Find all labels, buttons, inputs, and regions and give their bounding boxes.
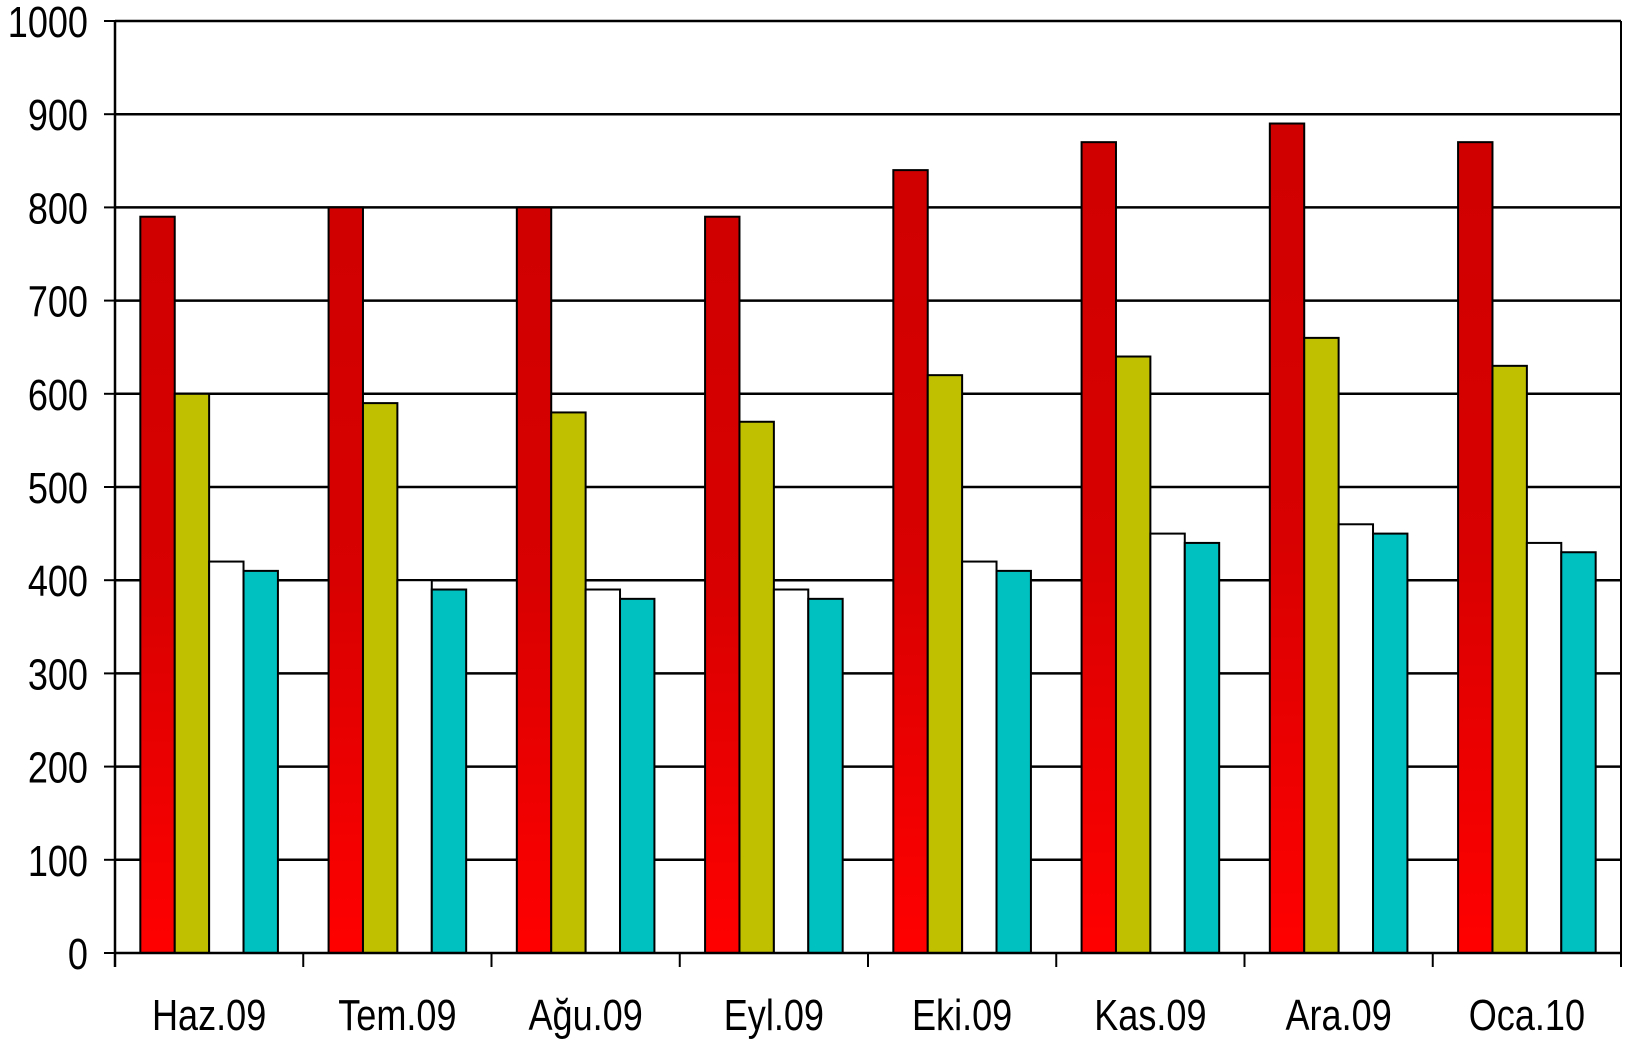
y-axis-labels: 0 100 200 300 400 500 600 700 800 900 1000 <box>8 0 88 979</box>
y-tick-label: 0 <box>68 930 88 979</box>
bar-series-4-4 <box>807 597 844 955</box>
bar-series-4-1 <box>242 569 279 954</box>
y-tick-label: 500 <box>28 464 88 513</box>
bar-series-2-4 <box>738 420 775 954</box>
bar-series-4-5 <box>995 569 1032 954</box>
bar-series-2-2 <box>361 402 399 954</box>
bar-series-1-7 <box>1268 122 1306 954</box>
bar-series-1-4 <box>704 215 741 955</box>
bar-series-4-2 <box>430 588 468 955</box>
x-tick-label: Ağu.09 <box>528 991 642 1040</box>
bar-series-2-3 <box>550 411 587 954</box>
x-tick-label: Ara.09 <box>1285 991 1391 1040</box>
bar-series-4-6 <box>1183 541 1221 954</box>
y-tick-label: 900 <box>28 91 88 140</box>
y-tick-label-group: 300 <box>28 650 88 699</box>
bar-series-3-6 <box>1149 532 1186 954</box>
x-tick-label: Eyl.09 <box>724 991 824 1040</box>
bar-series-3-5 <box>961 560 998 954</box>
bar-series-2-7 <box>1303 336 1340 954</box>
bars <box>139 122 1597 955</box>
y-tick-label-group: 1000 <box>8 0 88 47</box>
bar-series-1-2 <box>327 206 364 954</box>
x-tick-label-group: Oca.10 <box>1469 991 1585 1040</box>
y-tick-label: 700 <box>28 277 88 326</box>
x-tick-label: Tem.09 <box>338 991 456 1040</box>
y-tick-label: 800 <box>28 184 88 233</box>
bar-series-1-5 <box>892 169 929 954</box>
bar-series-4-8 <box>1560 551 1597 954</box>
y-tick-label-group: 900 <box>28 91 88 140</box>
bar-series-3-3 <box>584 588 622 955</box>
y-tick-label-group: 500 <box>28 464 88 513</box>
y-tick-label-group: 400 <box>28 557 88 606</box>
bar-series-1-1 <box>139 215 176 955</box>
axes <box>104 20 1622 967</box>
bar-series-1-6 <box>1080 141 1117 955</box>
y-tick-label: 1000 <box>8 0 88 47</box>
x-tick-label-group: Eyl.09 <box>724 991 824 1040</box>
bar-series-2-5 <box>926 374 964 955</box>
bar-series-3-1 <box>208 560 245 954</box>
x-tick-label-group: Ağu.09 <box>528 991 642 1040</box>
y-tick-label-group: 200 <box>28 743 88 792</box>
bar-series-3-4 <box>772 588 810 955</box>
x-tick-label-group: Ara.09 <box>1285 991 1391 1040</box>
y-tick-label-group: 0 <box>68 930 88 979</box>
y-tick-label: 100 <box>28 836 88 885</box>
x-axis-labels: Haz.09 Tem.09 Ağu.09 Eyl.09 Eki.09 Kas.09 Ara.… <box>152 991 1585 1040</box>
y-tick-label: 400 <box>28 557 88 606</box>
bar-series-2-6 <box>1114 355 1152 954</box>
x-tick-label: Eki.09 <box>912 991 1012 1040</box>
bar-series-4-7 <box>1372 532 1409 954</box>
bar-series-2-1 <box>173 392 211 954</box>
bar-series-2-8 <box>1491 364 1528 954</box>
bar-series-4-3 <box>619 597 656 955</box>
x-tick-label-group: Eki.09 <box>912 991 1012 1040</box>
bar-series-1-3 <box>515 206 553 954</box>
x-tick-label-group: Kas.09 <box>1094 991 1206 1040</box>
y-tick-label-group: 100 <box>28 836 88 885</box>
x-tick-label: Oca.10 <box>1469 991 1585 1040</box>
y-tick-label-group: 600 <box>28 370 88 419</box>
y-tick-label-group: 800 <box>28 184 88 233</box>
x-tick-label-group: Tem.09 <box>338 991 456 1040</box>
bar-series-3-2 <box>396 579 433 954</box>
x-tick-label: Haz.09 <box>152 991 266 1040</box>
y-tick-label-group: 700 <box>28 277 88 326</box>
x-tick-label: Kas.09 <box>1094 991 1206 1040</box>
y-tick-label: 600 <box>28 370 88 419</box>
y-tick-label: 200 <box>28 743 88 792</box>
x-tick-label-group: Haz.09 <box>152 991 266 1040</box>
bar-series-3-8 <box>1525 541 1563 954</box>
bar-series-3-7 <box>1337 523 1375 955</box>
y-tick-label: 300 <box>28 650 88 699</box>
bar-series-1-8 <box>1457 141 1494 955</box>
